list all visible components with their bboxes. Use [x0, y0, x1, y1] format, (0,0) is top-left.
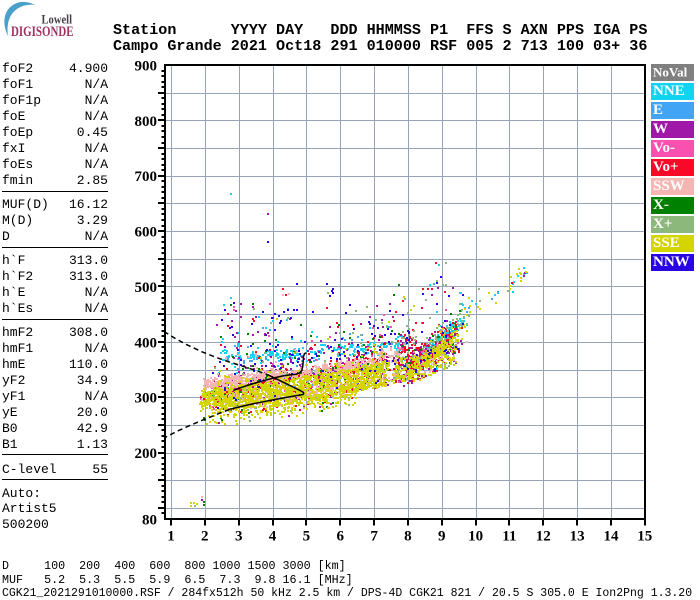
svg-text:Lowell: Lowell	[42, 13, 73, 27]
svg-text:300: 300	[135, 391, 158, 407]
svg-text:4: 4	[269, 529, 277, 545]
svg-text:900: 900	[135, 59, 158, 75]
svg-text:80: 80	[142, 513, 157, 529]
svg-text:8: 8	[404, 529, 412, 545]
svg-text:12: 12	[536, 529, 551, 545]
svg-text:10: 10	[468, 529, 483, 545]
svg-text:DIGISONDE: DIGISONDE	[11, 24, 74, 40]
svg-text:500: 500	[135, 280, 158, 296]
svg-text:3: 3	[235, 529, 243, 545]
svg-text:7: 7	[370, 529, 378, 545]
svg-text:400: 400	[135, 335, 158, 351]
svg-text:700: 700	[135, 169, 158, 185]
svg-text:1: 1	[167, 529, 175, 545]
svg-text:5: 5	[303, 529, 311, 545]
svg-text:800: 800	[135, 114, 158, 130]
svg-text:15: 15	[637, 529, 652, 545]
svg-text:14: 14	[604, 529, 620, 545]
svg-text:600: 600	[135, 225, 158, 241]
svg-text:13: 13	[570, 529, 585, 545]
svg-text:200: 200	[135, 446, 158, 462]
svg-text:9: 9	[438, 529, 446, 545]
svg-text:2: 2	[201, 529, 209, 545]
svg-text:6: 6	[336, 529, 344, 545]
svg-text:11: 11	[502, 529, 516, 545]
